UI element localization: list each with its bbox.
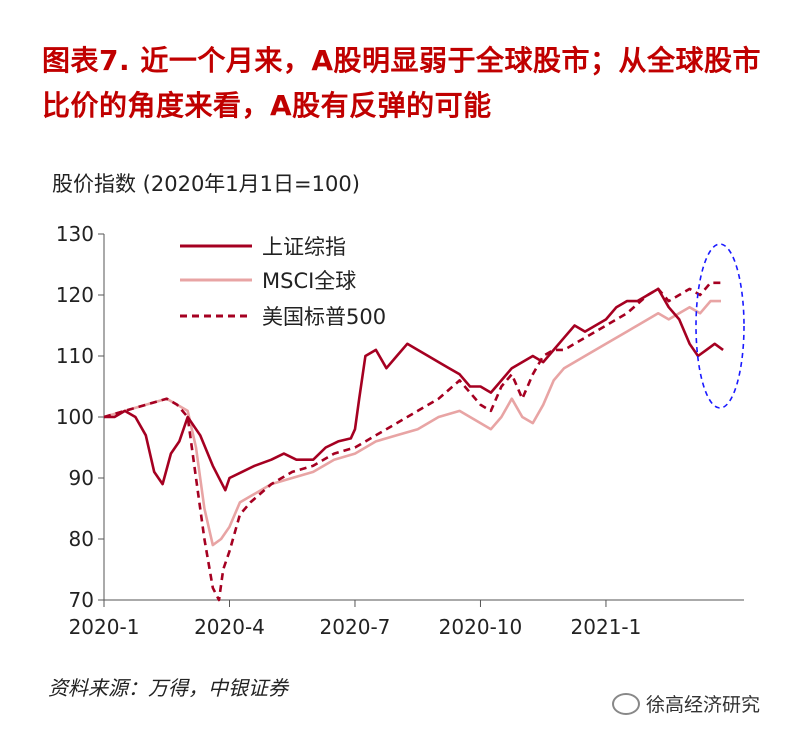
x-tick-label: 2020-1 <box>69 615 140 639</box>
y-tick-label: 70 <box>69 588 94 612</box>
highlight-ellipse <box>695 243 745 409</box>
y-tick-label: 100 <box>56 405 94 429</box>
y-tick-label: 120 <box>56 283 94 307</box>
wechat-icon <box>612 692 640 715</box>
y-tick-label: 80 <box>69 527 94 551</box>
x-tick-label: 2021-1 <box>571 615 642 639</box>
series-sp500 <box>103 281 721 602</box>
x-tick-label: 2020-10 <box>439 615 523 639</box>
source-note: 资料来源：万得，中银证券 <box>48 676 288 700</box>
y-tick-label: 110 <box>56 344 94 368</box>
x-tick-label: 2020-4 <box>194 615 265 639</box>
chart-title: 图表7. 近一个月来，A股明显弱于全球股市；从全球股市比价的角度来看，A股有反弹… <box>42 44 762 122</box>
y-axis-unit-label: 股价指数 (2020年1月1日=100) <box>52 172 360 196</box>
watermark: 徐高经济研究 <box>612 690 760 717</box>
legend-label: 美国标普500 <box>262 305 386 329</box>
legend-label: MSCI全球 <box>262 269 356 293</box>
watermark-text: 徐高经济研究 <box>646 694 761 716</box>
series-msci-world <box>103 299 721 547</box>
x-tick-label: 2020-7 <box>320 615 391 639</box>
y-tick-label: 130 <box>56 222 94 246</box>
y-tick-label: 90 <box>69 466 94 490</box>
legend-label: 上证综指 <box>262 235 346 259</box>
series-shanghai-composite <box>104 287 724 492</box>
